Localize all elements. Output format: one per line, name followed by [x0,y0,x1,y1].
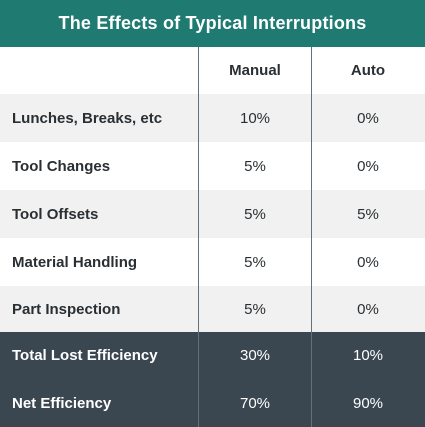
row-label: Tool Offsets [12,205,99,223]
table-row: Part Inspection 5% 0% [0,286,425,332]
column-header-manual: Manual [229,62,281,79]
table-title: The Effects of Typical Interruptions [0,0,425,47]
column-header-auto: Auto [350,62,386,79]
auto-value: 90% [352,394,384,412]
auto-value: 0% [357,109,379,127]
row-label: Total Lost Efficiency [12,347,158,364]
table-row: Lunches, Breaks, etc 10% 0% [0,94,425,142]
table-row: Tool Changes 5% 0% [0,142,425,190]
manual-value: 5% [244,300,266,318]
table-row: Tool Offsets 5% 5% [0,190,425,238]
manual-value: 5% [244,253,266,271]
auto-value: 0% [357,300,379,318]
row-label: Net Efficiency [12,394,112,412]
auto-value: 5% [357,205,379,223]
auto-value: 0% [357,253,379,271]
row-label: Tool Changes [12,157,111,175]
auto-value: 10% [352,347,384,364]
manual-value: 70% [239,394,271,412]
net-efficiency-row: Net Efficiency 70% 90% [0,379,425,427]
table-row: Material Handling 5% 0% [0,238,425,286]
row-label: Part Inspection [12,300,121,318]
manual-value: 5% [244,205,266,223]
row-label: Material Handling [12,253,138,271]
manual-value: 10% [239,109,271,127]
total-lost-efficiency-row: Total Lost Efficiency 30% 10% [0,332,425,379]
manual-value: 5% [244,157,266,175]
row-label: Lunches, Breaks, etc [12,109,163,127]
column-divider [198,47,199,427]
auto-value: 0% [357,157,379,175]
header-row: Manual Auto [0,47,425,94]
manual-value: 30% [239,347,271,364]
column-divider [311,47,312,427]
